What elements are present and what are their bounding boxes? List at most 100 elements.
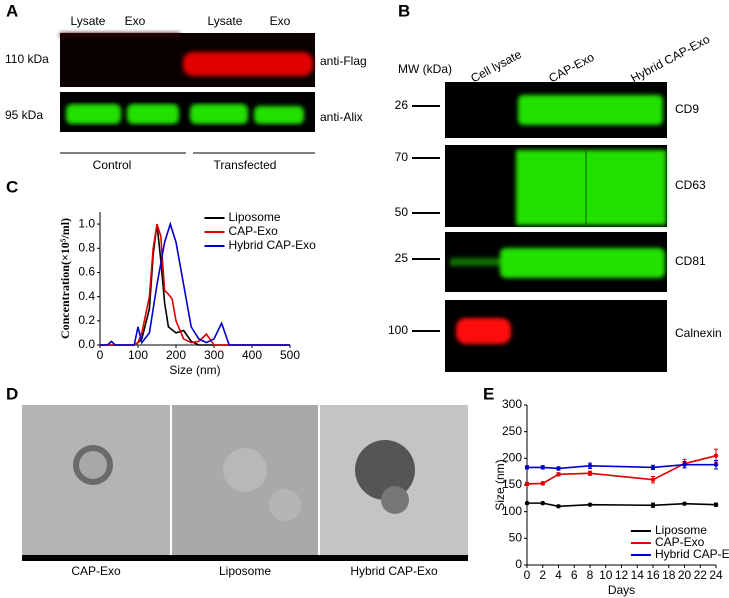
y-tick-label: 100	[502, 504, 522, 518]
legend-label: Hybrid CAP-Exo	[229, 238, 317, 252]
x-axis-label: Size (nm)	[169, 363, 220, 377]
mw-tick	[412, 105, 440, 332]
legend-label: CAP-Exo	[229, 224, 279, 238]
caption: CAP-Exo	[71, 564, 121, 578]
y-tick-label: 300	[502, 397, 522, 411]
group-label: Transfected	[214, 158, 277, 172]
mw-label: 110 kDa	[5, 52, 49, 66]
legend-label: Hybrid CAP-Exo	[655, 547, 729, 561]
y-tick-label: 0.0	[78, 337, 95, 351]
point	[650, 477, 656, 482]
point	[713, 502, 719, 507]
x-tick-label: 4	[555, 568, 562, 582]
point	[713, 453, 719, 458]
antibody-label: anti-Flag	[320, 54, 367, 68]
point	[556, 466, 561, 471]
mw-label: 95 kDa	[5, 108, 43, 122]
lane-label: Lysate	[208, 14, 243, 28]
y-tick-label: 0.6	[78, 265, 95, 279]
point	[587, 502, 593, 507]
x-tick-label: 0	[97, 348, 104, 362]
band	[456, 318, 511, 344]
protein-label: CD9	[675, 102, 699, 116]
panel-label: C	[6, 177, 18, 196]
protein-label: Calnexin	[675, 326, 722, 340]
point	[682, 462, 687, 467]
protein-label: CD63	[675, 178, 706, 192]
panel-label: D	[6, 384, 18, 403]
lane-label: Cell lysate	[468, 47, 524, 86]
x-tick-label: 400	[242, 348, 262, 362]
x-tick-label: 8	[587, 568, 594, 582]
x-tick-label: 22	[694, 568, 708, 582]
point	[540, 465, 545, 470]
point	[587, 463, 593, 468]
group-label: Control	[93, 158, 132, 172]
x-tick-label: 0	[524, 568, 531, 582]
series-line	[527, 463, 716, 470]
panel-label: B	[398, 1, 410, 20]
y-tick-label: 250	[502, 424, 522, 438]
y-tick-label: 0.8	[78, 240, 95, 254]
mw-header: MW (kDa)	[398, 62, 452, 76]
point	[524, 500, 530, 506]
mw-label: 50	[395, 205, 409, 219]
x-tick-label: 16	[646, 568, 660, 582]
y-axis-label: Concentration(×10⁵/ml)	[58, 218, 72, 339]
point	[713, 462, 719, 467]
point	[524, 465, 530, 470]
y-tick-label: 1.0	[78, 216, 95, 230]
point	[556, 504, 561, 509]
lane-label: Hybrid CAP-Exo	[628, 32, 712, 86]
micrograph	[22, 405, 468, 561]
mw-label: 100	[388, 323, 408, 337]
lane-label: Exo	[125, 14, 146, 28]
point	[540, 500, 545, 506]
y-tick-label: 0.2	[78, 313, 95, 327]
point	[682, 501, 687, 506]
band	[450, 95, 666, 278]
point	[556, 472, 561, 477]
y-axis-label: Size (nm)	[493, 459, 507, 510]
x-tick-label: 200	[166, 348, 186, 362]
x-tick-label: 2	[539, 568, 546, 582]
x-tick-label: 500	[280, 348, 300, 362]
panel-label: E	[483, 384, 494, 403]
y-tick-label: 0	[515, 557, 522, 571]
y-tick-label: 50	[509, 531, 523, 545]
mw-label: 70	[395, 150, 409, 164]
antibody-label: anti-Alix	[320, 110, 363, 124]
x-tick-label: 18	[662, 568, 676, 582]
series-line	[527, 502, 717, 508]
point	[650, 503, 656, 508]
mw-label: 26	[395, 98, 409, 112]
panel-label: A	[6, 1, 18, 20]
y-tick-label: 150	[502, 477, 522, 491]
mw-label: 25	[395, 251, 409, 265]
band	[66, 104, 304, 124]
x-tick-label: 100	[128, 348, 148, 362]
lane-label: Lysate	[71, 14, 106, 28]
lane-label: Exo	[270, 14, 291, 28]
caption: Hybrid CAP-Exo	[350, 564, 438, 578]
x-tick-label: 10	[599, 568, 613, 582]
point	[587, 471, 593, 476]
point	[524, 481, 530, 487]
x-tick-label: 24	[709, 568, 723, 582]
legend-label: CAP-Exo	[655, 535, 705, 549]
y-tick-label: 0.4	[78, 289, 95, 303]
x-axis-label: Days	[608, 583, 635, 597]
x-tick-label: 20	[678, 568, 692, 582]
legend-label: Liposome	[655, 523, 707, 537]
caption: Liposome	[219, 564, 271, 578]
point	[540, 481, 545, 486]
series-line	[526, 454, 717, 485]
legend-label: Liposome	[229, 210, 281, 224]
x-tick-label: 300	[204, 348, 224, 362]
x-tick-label: 12	[615, 568, 629, 582]
point	[650, 465, 656, 470]
lane-label: CAP-Exo	[546, 50, 596, 86]
series-line	[100, 221, 290, 346]
